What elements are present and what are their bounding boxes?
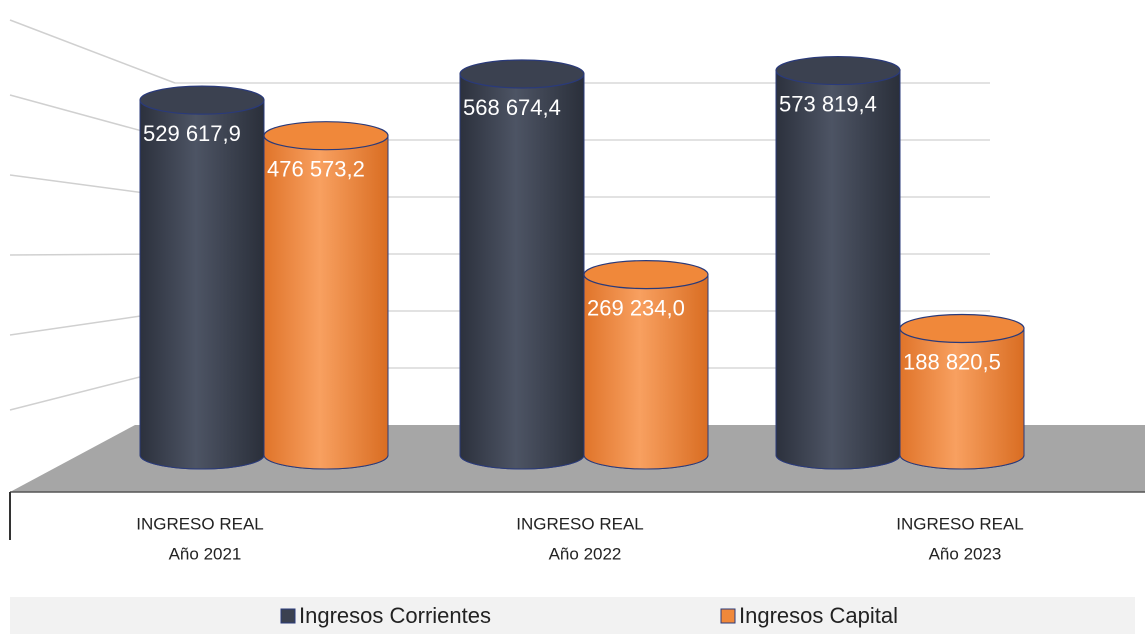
x-tick-label: Año 2023 [929,544,1002,563]
x-tick-label: INGRESO REAL [516,514,644,533]
x-tick-label: INGRESO REAL [136,514,264,533]
bar [139,99,265,470]
data-label: 476 573,2 [267,157,365,182]
legend-label: Ingresos Capital [739,603,898,628]
bar-top [775,55,901,86]
bar [263,135,389,470]
bar-top [459,59,585,89]
bar-top [263,121,389,151]
bar-top [583,260,709,290]
x-tick-label: Año 2022 [549,544,622,563]
bar-top [899,313,1025,344]
data-label: 573 819,4 [779,91,877,116]
x-tick-label: Año 2021 [169,544,242,563]
bar-top [139,85,265,115]
legend-label: Ingresos Corrientes [299,603,491,628]
wall-line [9,19,176,84]
legend-swatch [720,608,736,624]
legend-background [10,597,1135,634]
bar [899,327,1025,470]
bar [583,274,709,470]
bar [775,70,901,470]
data-label: 529 617,9 [143,121,241,146]
data-label: 568 674,4 [463,95,561,120]
legend-swatch [280,608,296,624]
x-tick-label: INGRESO REAL [896,514,1024,533]
data-label: 269 234,0 [587,295,685,320]
bar [459,73,585,470]
data-label: 188 820,5 [903,349,1001,374]
